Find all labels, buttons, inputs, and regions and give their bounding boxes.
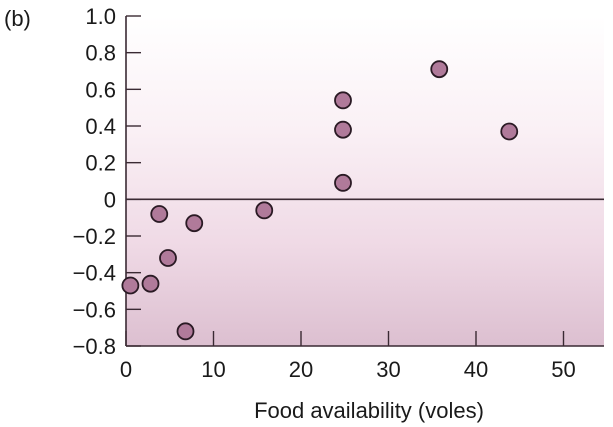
- data-point: [334, 173, 352, 192]
- panel-label: (b): [4, 6, 31, 31]
- y-tick-label: −0.6: [73, 297, 116, 322]
- x-tick-label: 40: [464, 357, 488, 382]
- x-tick-label: 0: [120, 357, 132, 382]
- y-tick-label: 1.0: [85, 4, 116, 29]
- y-tick-label: 0.2: [85, 151, 116, 176]
- y-tick-label: 0.8: [85, 41, 116, 66]
- y-tick-label: −0.2: [73, 224, 116, 249]
- x-axis-label: Food availability (voles): [254, 398, 484, 423]
- y-tick-label: −0.8: [73, 334, 116, 359]
- data-point: [334, 120, 352, 139]
- data-point: [159, 249, 177, 267]
- data-point: [255, 201, 274, 220]
- data-point: [176, 322, 195, 341]
- data-point: [185, 214, 204, 233]
- y-tick-label: 0.6: [85, 77, 116, 102]
- x-tick-label: 30: [376, 357, 400, 382]
- data-point: [150, 205, 169, 223]
- x-tick-label: 20: [289, 357, 313, 382]
- data-point: [121, 276, 140, 295]
- data-point: [430, 60, 449, 79]
- y-tick-label: 0.4: [85, 114, 116, 139]
- data-point: [141, 274, 160, 293]
- plot-background: [126, 16, 604, 346]
- x-tick-label: 50: [551, 357, 575, 382]
- y-tick-label: 0: [104, 187, 116, 212]
- data-point: [500, 122, 519, 141]
- y-tick-label: −0.4: [73, 261, 116, 286]
- x-tick-label: 10: [201, 357, 225, 382]
- data-point: [334, 91, 352, 110]
